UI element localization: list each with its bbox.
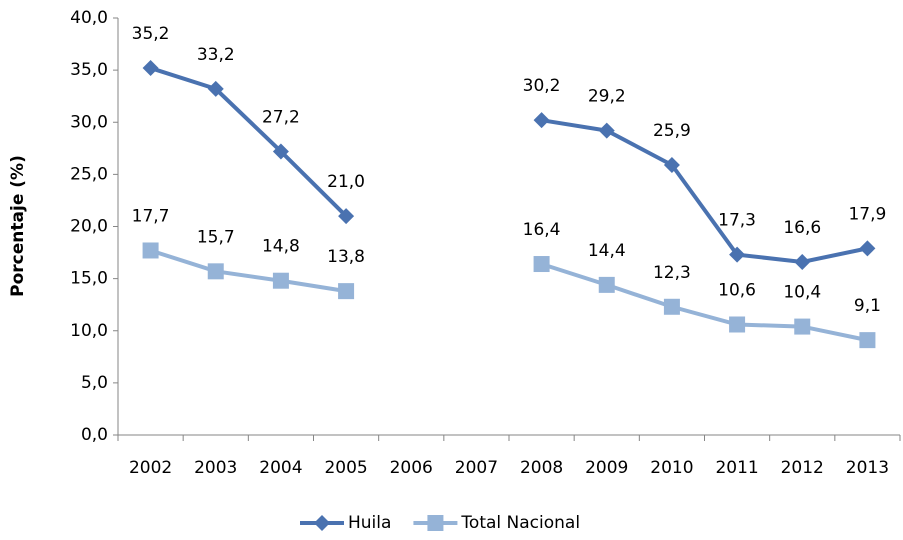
point — [533, 112, 550, 129]
data-label: 16,4 — [523, 220, 561, 240]
x-tick-label: 2003 — [194, 458, 237, 478]
point — [794, 318, 811, 335]
y-tick-label: 5,0 — [81, 373, 108, 393]
data-label: 9,1 — [854, 296, 881, 316]
data-label: 14,4 — [588, 241, 626, 261]
x-tick-label: 2010 — [650, 458, 693, 478]
series-line — [149, 248, 868, 343]
point — [598, 276, 615, 293]
x-tick-label: 2007 — [455, 458, 498, 478]
legend-label: Total Nacional — [460, 513, 580, 533]
point — [663, 298, 680, 315]
y-tick-label: 10,0 — [70, 321, 108, 341]
data-label: 15,7 — [197, 227, 235, 247]
y-axis-label: Porcentaje (%) — [8, 155, 28, 297]
y-tick-label: 15,0 — [70, 269, 108, 289]
data-label: 17,3 — [718, 211, 756, 231]
point — [859, 332, 876, 349]
x-tick-label: 2006 — [390, 458, 433, 478]
point — [207, 263, 224, 280]
point — [533, 256, 550, 273]
y-tick-label: 20,0 — [70, 217, 108, 237]
data-label: 30,2 — [523, 76, 561, 96]
data-label: 16,6 — [783, 218, 821, 238]
legend-label: Huila — [348, 513, 391, 533]
data-label: 14,8 — [262, 237, 300, 257]
y-tick-label: 35,0 — [70, 60, 108, 80]
point — [598, 122, 615, 139]
point — [207, 80, 224, 97]
x-tick-label: 2013 — [846, 458, 889, 478]
point — [859, 240, 876, 257]
data-label: 35,2 — [132, 24, 170, 44]
point — [729, 246, 746, 263]
point — [142, 60, 159, 77]
point — [272, 143, 289, 160]
data-label: 33,2 — [197, 45, 235, 65]
point — [663, 156, 680, 173]
data-label: 10,6 — [718, 280, 756, 300]
legend-marker — [314, 515, 330, 531]
point — [338, 283, 355, 300]
x-tick-label: 2009 — [585, 458, 628, 478]
x-tick-label: 2002 — [129, 458, 172, 478]
x-tick-label: 2004 — [259, 458, 302, 478]
point — [794, 253, 811, 270]
y-tick-label: 40,0 — [70, 8, 108, 28]
data-label: 13,8 — [327, 247, 365, 267]
x-tick-label: 2008 — [520, 458, 563, 478]
point — [272, 272, 289, 289]
series-line — [149, 66, 868, 264]
y-tick-label: 25,0 — [70, 164, 108, 184]
x-tick-label: 2012 — [781, 458, 824, 478]
point — [142, 242, 159, 259]
data-label: 27,2 — [262, 107, 300, 127]
point — [729, 316, 746, 333]
data-label: 17,9 — [848, 204, 886, 224]
data-label: 21,0 — [327, 172, 365, 192]
data-label: 29,2 — [588, 87, 626, 107]
data-label: 25,9 — [653, 121, 691, 141]
x-tick-label: 2011 — [715, 458, 758, 478]
point — [338, 208, 355, 225]
data-label: 12,3 — [653, 263, 691, 283]
x-tick-label: 2005 — [324, 458, 367, 478]
data-label: 10,4 — [783, 283, 821, 303]
data-label: 17,7 — [132, 206, 170, 226]
legend-marker — [427, 515, 444, 531]
y-tick-label: 30,0 — [70, 112, 108, 132]
y-tick-label: 0,0 — [81, 425, 108, 445]
